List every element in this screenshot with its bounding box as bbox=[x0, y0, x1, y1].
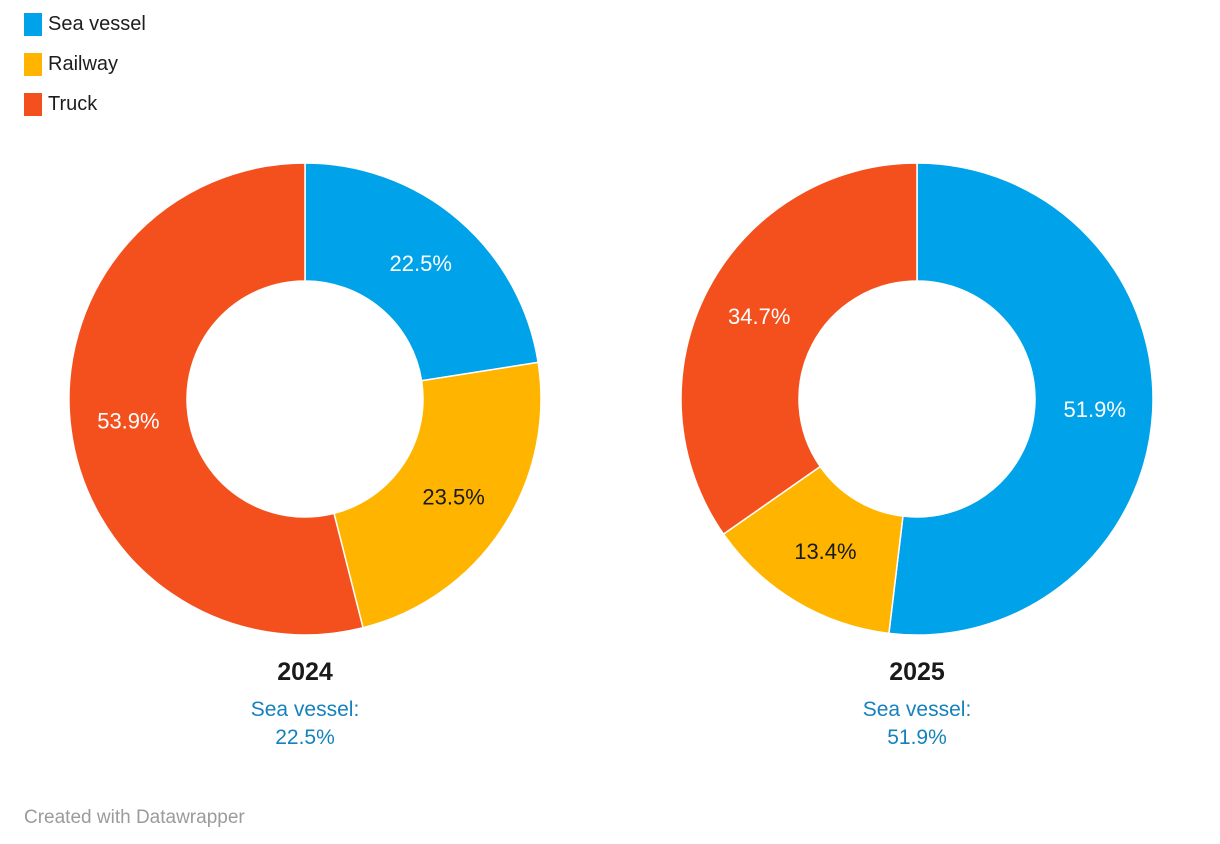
legend-label: Sea vessel bbox=[48, 13, 146, 35]
chart-annotation-2024: Sea vessel: 22.5% bbox=[250, 698, 360, 749]
slice-label-railway: 23.5% bbox=[422, 485, 484, 510]
legend-swatch-railway bbox=[24, 53, 42, 76]
legend-label: Truck bbox=[48, 93, 98, 115]
legend-swatch-truck bbox=[24, 93, 42, 116]
donut-2024: 22.5% 23.5% 53.9% bbox=[68, 162, 542, 636]
donut-2025: 51.9% 13.4% 34.7% bbox=[680, 162, 1154, 636]
chart-annotation-2025: Sea vessel: 51.9% bbox=[862, 698, 972, 749]
slice-label-sea-vessel: 22.5% bbox=[390, 251, 452, 276]
pie-slice-sea-vessel bbox=[304, 162, 539, 382]
chart-title-2024: 2024 bbox=[277, 658, 333, 686]
legend: Sea vessel Railway Truck bbox=[24, 13, 146, 133]
legend-label: Railway bbox=[48, 53, 119, 75]
legend-swatch-sea-vessel bbox=[24, 13, 42, 36]
donut-chart-2024: 22.5% 23.5% 53.9% 2024 Sea vessel: 22.5% bbox=[68, 162, 542, 752]
datawrapper-credit-link[interactable]: Created with Datawrapper bbox=[24, 807, 245, 828]
slice-label-truck: 34.7% bbox=[728, 304, 790, 329]
pie-slice-sea-vessel bbox=[888, 162, 1154, 636]
donut-chart-2025: 51.9% 13.4% 34.7% 2025 Sea vessel: 51.9% bbox=[680, 162, 1154, 752]
legend-item-sea-vessel: Sea vessel bbox=[24, 13, 146, 36]
slice-label-railway: 13.4% bbox=[794, 539, 856, 564]
chart-title-2025: 2025 bbox=[889, 658, 945, 686]
footer: Created with Datawrapper bbox=[24, 806, 245, 830]
pie-slice-railway bbox=[333, 361, 542, 629]
slice-label-sea-vessel: 51.9% bbox=[1064, 397, 1126, 422]
slice-label-truck: 53.9% bbox=[97, 409, 159, 434]
legend-item-railway: Railway bbox=[24, 53, 146, 76]
pie-slice-railway bbox=[722, 465, 904, 635]
pie-slice-truck bbox=[68, 162, 364, 636]
pie-slice-truck bbox=[680, 162, 918, 535]
legend-item-truck: Truck bbox=[24, 93, 146, 116]
